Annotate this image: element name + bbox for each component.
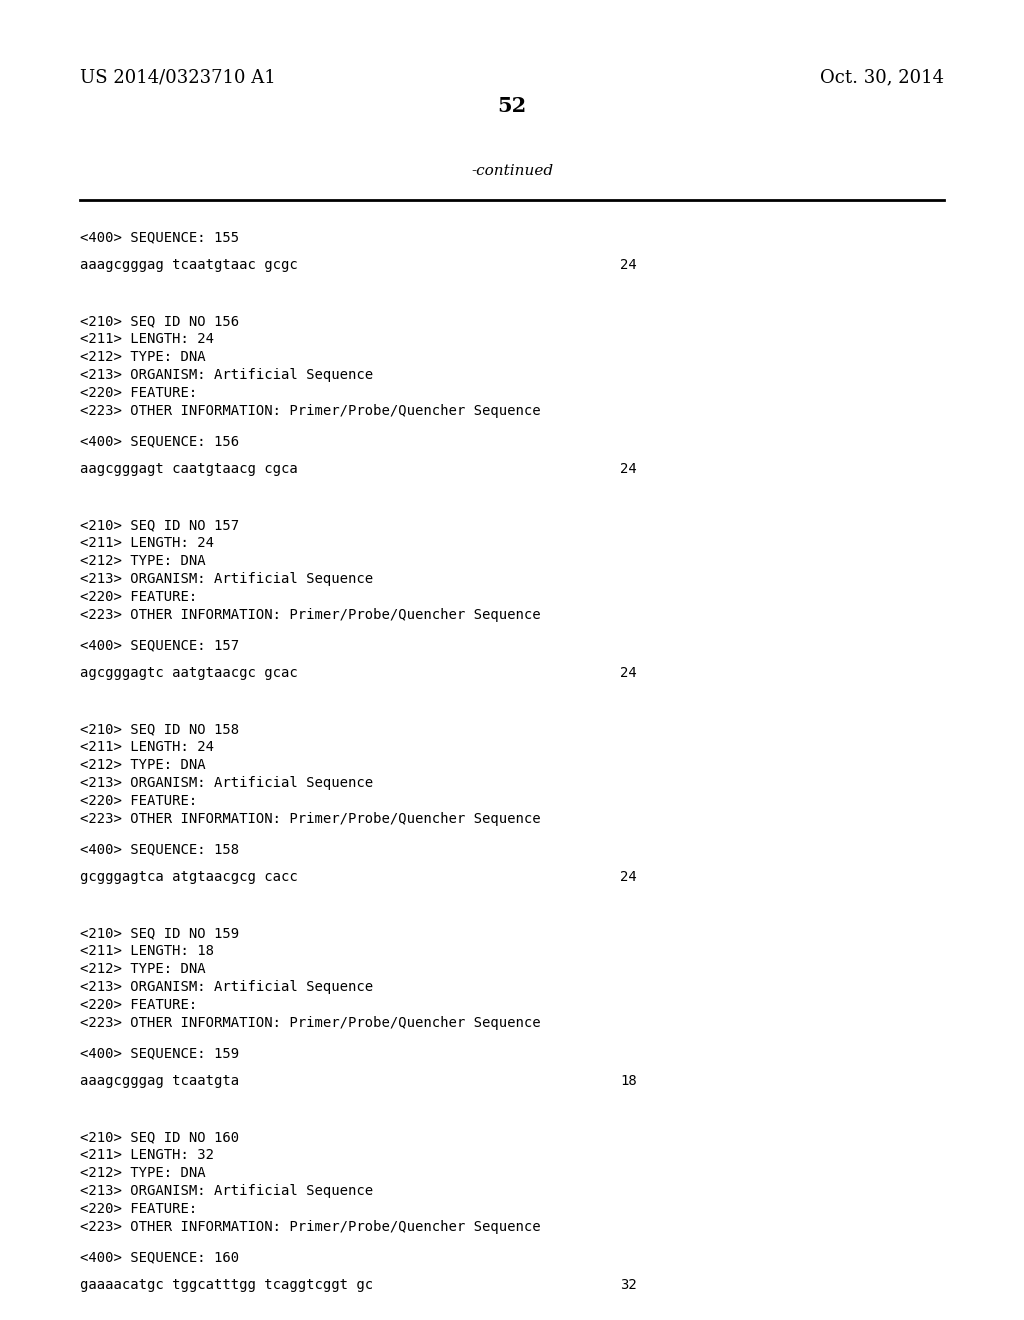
Text: aaagcgggag tcaatgtaac gcgc: aaagcgggag tcaatgtaac gcgc <box>80 257 298 272</box>
Text: <220> FEATURE:: <220> FEATURE: <box>80 998 198 1012</box>
Text: aagcgggagt caatgtaacg cgca: aagcgggagt caatgtaacg cgca <box>80 462 298 477</box>
Text: -continued: -continued <box>471 164 553 178</box>
Text: <220> FEATURE:: <220> FEATURE: <box>80 1203 198 1216</box>
Text: <400> SEQUENCE: 156: <400> SEQUENCE: 156 <box>80 434 240 447</box>
Text: gaaaacatgc tggcatttgg tcaggtcggt gc: gaaaacatgc tggcatttgg tcaggtcggt gc <box>80 1278 373 1292</box>
Text: <220> FEATURE:: <220> FEATURE: <box>80 795 198 808</box>
Text: aaagcgggag tcaatgta: aaagcgggag tcaatgta <box>80 1074 240 1088</box>
Text: <211> LENGTH: 24: <211> LENGTH: 24 <box>80 333 214 346</box>
Text: <211> LENGTH: 18: <211> LENGTH: 18 <box>80 944 214 958</box>
Text: <210> SEQ ID NO 158: <210> SEQ ID NO 158 <box>80 722 240 737</box>
Text: 52: 52 <box>498 96 526 116</box>
Text: <213> ORGANISM: Artificial Sequence: <213> ORGANISM: Artificial Sequence <box>80 1184 373 1199</box>
Text: <210> SEQ ID NO 157: <210> SEQ ID NO 157 <box>80 517 240 532</box>
Text: Oct. 30, 2014: Oct. 30, 2014 <box>820 69 944 86</box>
Text: <213> ORGANISM: Artificial Sequence: <213> ORGANISM: Artificial Sequence <box>80 979 373 994</box>
Text: <210> SEQ ID NO 160: <210> SEQ ID NO 160 <box>80 1130 240 1144</box>
Text: gcgggagtca atgtaacgcg cacc: gcgggagtca atgtaacgcg cacc <box>80 870 298 884</box>
Text: <212> TYPE: DNA: <212> TYPE: DNA <box>80 1166 206 1180</box>
Text: <211> LENGTH: 24: <211> LENGTH: 24 <box>80 536 214 550</box>
Text: <212> TYPE: DNA: <212> TYPE: DNA <box>80 962 206 975</box>
Text: <210> SEQ ID NO 159: <210> SEQ ID NO 159 <box>80 927 240 940</box>
Text: 24: 24 <box>620 257 637 272</box>
Text: <213> ORGANISM: Artificial Sequence: <213> ORGANISM: Artificial Sequence <box>80 368 373 381</box>
Text: <211> LENGTH: 32: <211> LENGTH: 32 <box>80 1148 214 1162</box>
Text: 24: 24 <box>620 667 637 680</box>
Text: 18: 18 <box>620 1074 637 1088</box>
Text: <400> SEQUENCE: 158: <400> SEQUENCE: 158 <box>80 842 240 855</box>
Text: <400> SEQUENCE: 160: <400> SEQUENCE: 160 <box>80 1250 240 1265</box>
Text: <223> OTHER INFORMATION: Primer/Probe/Quencher Sequence: <223> OTHER INFORMATION: Primer/Probe/Qu… <box>80 812 541 826</box>
Text: <223> OTHER INFORMATION: Primer/Probe/Quencher Sequence: <223> OTHER INFORMATION: Primer/Probe/Qu… <box>80 1016 541 1030</box>
Text: <400> SEQUENCE: 155: <400> SEQUENCE: 155 <box>80 230 240 244</box>
Text: US 2014/0323710 A1: US 2014/0323710 A1 <box>80 69 275 86</box>
Text: <212> TYPE: DNA: <212> TYPE: DNA <box>80 554 206 568</box>
Text: <400> SEQUENCE: 157: <400> SEQUENCE: 157 <box>80 638 240 652</box>
Text: 24: 24 <box>620 870 637 884</box>
Text: 24: 24 <box>620 462 637 477</box>
Text: <212> TYPE: DNA: <212> TYPE: DNA <box>80 758 206 772</box>
Text: <220> FEATURE:: <220> FEATURE: <box>80 385 198 400</box>
Text: <212> TYPE: DNA: <212> TYPE: DNA <box>80 350 206 364</box>
Text: <213> ORGANISM: Artificial Sequence: <213> ORGANISM: Artificial Sequence <box>80 572 373 586</box>
Text: <400> SEQUENCE: 159: <400> SEQUENCE: 159 <box>80 1045 240 1060</box>
Text: <220> FEATURE:: <220> FEATURE: <box>80 590 198 605</box>
Text: <211> LENGTH: 24: <211> LENGTH: 24 <box>80 741 214 754</box>
Text: <213> ORGANISM: Artificial Sequence: <213> ORGANISM: Artificial Sequence <box>80 776 373 789</box>
Text: <223> OTHER INFORMATION: Primer/Probe/Quencher Sequence: <223> OTHER INFORMATION: Primer/Probe/Qu… <box>80 1220 541 1234</box>
Text: <210> SEQ ID NO 156: <210> SEQ ID NO 156 <box>80 314 240 327</box>
Text: <223> OTHER INFORMATION: Primer/Probe/Quencher Sequence: <223> OTHER INFORMATION: Primer/Probe/Qu… <box>80 609 541 622</box>
Text: <223> OTHER INFORMATION: Primer/Probe/Quencher Sequence: <223> OTHER INFORMATION: Primer/Probe/Qu… <box>80 404 541 418</box>
Text: agcgggagtc aatgtaacgc gcac: agcgggagtc aatgtaacgc gcac <box>80 667 298 680</box>
Text: 32: 32 <box>620 1278 637 1292</box>
